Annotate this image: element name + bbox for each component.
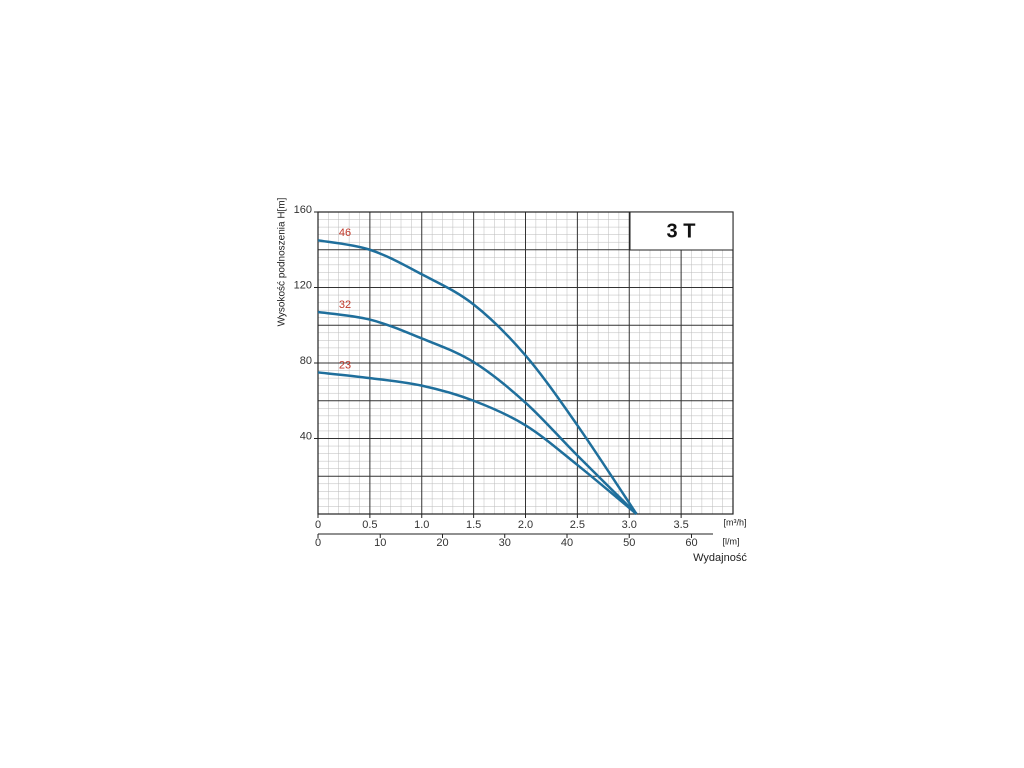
curve [317, 371, 638, 515]
y-tick-label: 120 [294, 279, 312, 291]
x2-tick-label: 50 [623, 537, 635, 549]
x2-tick-label: 10 [374, 537, 386, 549]
x2-unit: [l/m] [723, 536, 740, 546]
x-tick-label: 2.0 [518, 519, 533, 531]
curve-label: 32 [339, 299, 351, 311]
x-tick-label: 1.0 [414, 519, 429, 531]
x-tick-label: 3.0 [622, 519, 637, 531]
x-axis-label: Wydajność [693, 552, 747, 564]
curve-label: 46 [339, 227, 351, 239]
x2-tick-label: 30 [499, 537, 511, 549]
y-tick-label: 80 [300, 355, 312, 367]
y-axis-label: Wysokość podnoszenia H[m] [277, 197, 288, 326]
x-tick-label: 2.5 [570, 519, 585, 531]
x-tick-label: 0 [315, 519, 321, 531]
x2-tick-label: 20 [436, 537, 448, 549]
curve [317, 239, 638, 515]
y-tick-label: 160 [294, 204, 312, 216]
y-tick-label: 40 [300, 430, 312, 442]
x-tick-label: 0.5 [362, 519, 377, 531]
curve-label: 23 [339, 359, 351, 371]
x-tick-label: 1.5 [466, 519, 481, 531]
x2-tick-label: 0 [315, 537, 321, 549]
x2-tick-label: 40 [561, 537, 573, 549]
curve [317, 310, 638, 515]
x-tick-label: 3.5 [673, 519, 688, 531]
title-box [629, 211, 734, 251]
x-unit: [m³/h] [723, 517, 746, 527]
chart-title: 3 T [667, 220, 696, 242]
x2-tick-label: 60 [685, 537, 697, 549]
